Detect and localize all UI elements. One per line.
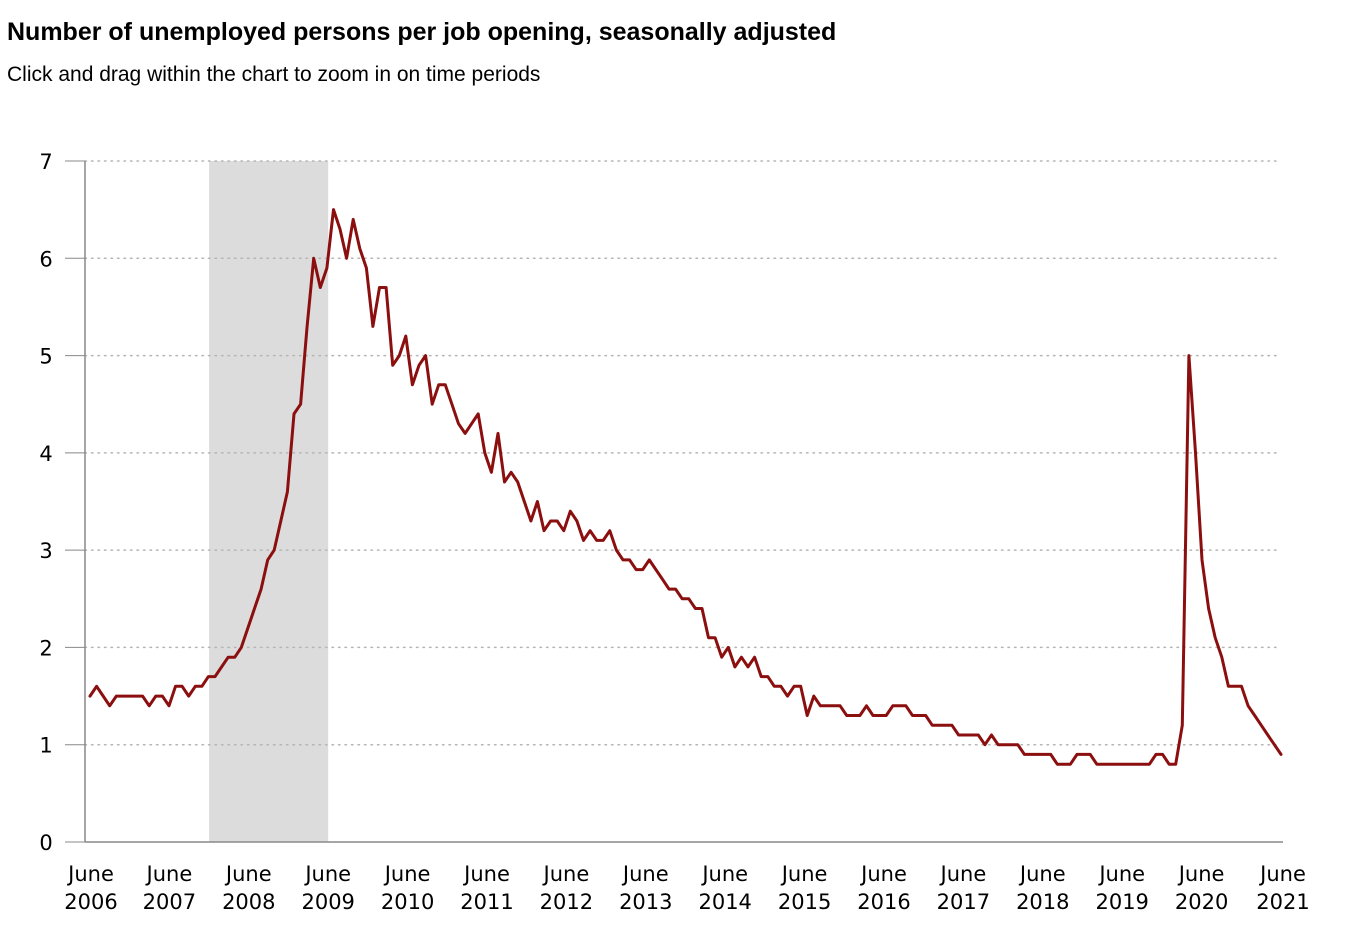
x-tick-2015: June 2015	[778, 862, 831, 914]
axis-layer	[84, 161, 1283, 843]
x-tick-2009: June 2009	[301, 862, 354, 914]
x-tick-label-year: 2013	[619, 890, 672, 914]
x-tick-label-month: June	[145, 862, 193, 886]
recession-shading	[209, 161, 329, 842]
x-tick-label-month: June	[780, 862, 828, 886]
x-tick-label-year: 2020	[1175, 890, 1228, 914]
x-tick-label-year: 2012	[540, 890, 593, 914]
x-tick-2020: June 2020	[1175, 862, 1228, 914]
x-tick-label-month: June	[859, 862, 907, 886]
x-tick-label-year: 2021	[1256, 890, 1309, 914]
x-tick-label-month: June	[542, 862, 590, 886]
grid-layer	[84, 160, 1282, 746]
y-tick-label-7: 7	[39, 150, 52, 174]
x-tick-label-month: June	[939, 862, 987, 886]
x-tick-2018: June 2018	[1016, 862, 1069, 914]
x-tick-2012: June 2012	[540, 862, 593, 914]
x-tick-label-year: 2016	[857, 890, 910, 914]
x-tick-2007: June 2007	[143, 862, 196, 914]
x-tick-label-month: June	[1258, 862, 1306, 886]
x-tick-label-month: June	[1177, 862, 1225, 886]
y-tick-label-2: 2	[39, 636, 52, 660]
y-tick-label-1: 1	[39, 734, 52, 758]
x-tick-label-month: June	[303, 862, 351, 886]
y-tick-label-3: 3	[39, 539, 52, 563]
x-tick-label-month: June	[700, 862, 748, 886]
x-tick-label-year: 2010	[381, 890, 434, 914]
x-tick-label-year: 2019	[1095, 890, 1148, 914]
chart-subtitle: Click and drag within the chart to zoom …	[7, 63, 541, 86]
x-tick-label-year: 2014	[698, 890, 751, 914]
x-tick-label-year: 2015	[778, 890, 831, 914]
x-tick-2006: June 2006	[64, 862, 117, 914]
x-tick-label-month: June	[224, 862, 272, 886]
x-tick-2019: June 2019	[1095, 862, 1148, 914]
y-tick-label-6: 6	[39, 247, 52, 271]
x-tick-label-month: June	[1018, 862, 1066, 886]
x-tick-label-year: 2018	[1016, 890, 1069, 914]
x-tick-2016: June 2016	[857, 862, 910, 914]
recession-layer	[209, 161, 329, 842]
x-tick-2008: June 2008	[222, 862, 275, 914]
y-axis-ticks: 0 1 2 3 4 5 6 7	[39, 150, 85, 855]
x-axis-ticks: June 2006 June 2007 June 2008 June 2009 June 2010…	[64, 862, 1309, 914]
x-tick-2014: June 2014	[698, 862, 751, 914]
x-tick-label-month: June	[462, 862, 510, 886]
x-tick-label-year: 2008	[222, 890, 275, 914]
x-tick-label-month: June	[621, 862, 669, 886]
x-tick-label-month: June	[66, 862, 114, 886]
y-tick-label-0: 0	[39, 831, 52, 855]
x-tick-label-month: June	[383, 862, 431, 886]
chart-title: Number of unemployed persons per job ope…	[7, 18, 837, 46]
x-tick-2013: June 2013	[619, 862, 672, 914]
x-tick-label-month: June	[1097, 862, 1145, 886]
x-tick-label-year: 2011	[460, 890, 513, 914]
x-tick-label-year: 2009	[301, 890, 354, 914]
x-tick-2010: June 2010	[381, 862, 434, 914]
y-tick-label-5: 5	[39, 345, 52, 369]
series-line-0[interactable]	[88, 208, 1283, 766]
x-tick-2017: June 2017	[937, 862, 990, 914]
x-tick-2011: June 2011	[460, 862, 513, 914]
x-tick-2021: June 2021	[1256, 862, 1309, 914]
series-layer	[88, 208, 1283, 766]
x-tick-label-year: 2017	[937, 890, 990, 914]
x-tick-label-year: 2007	[143, 890, 196, 914]
y-tick-label-4: 4	[39, 442, 52, 466]
x-tick-label-year: 2006	[64, 890, 117, 914]
